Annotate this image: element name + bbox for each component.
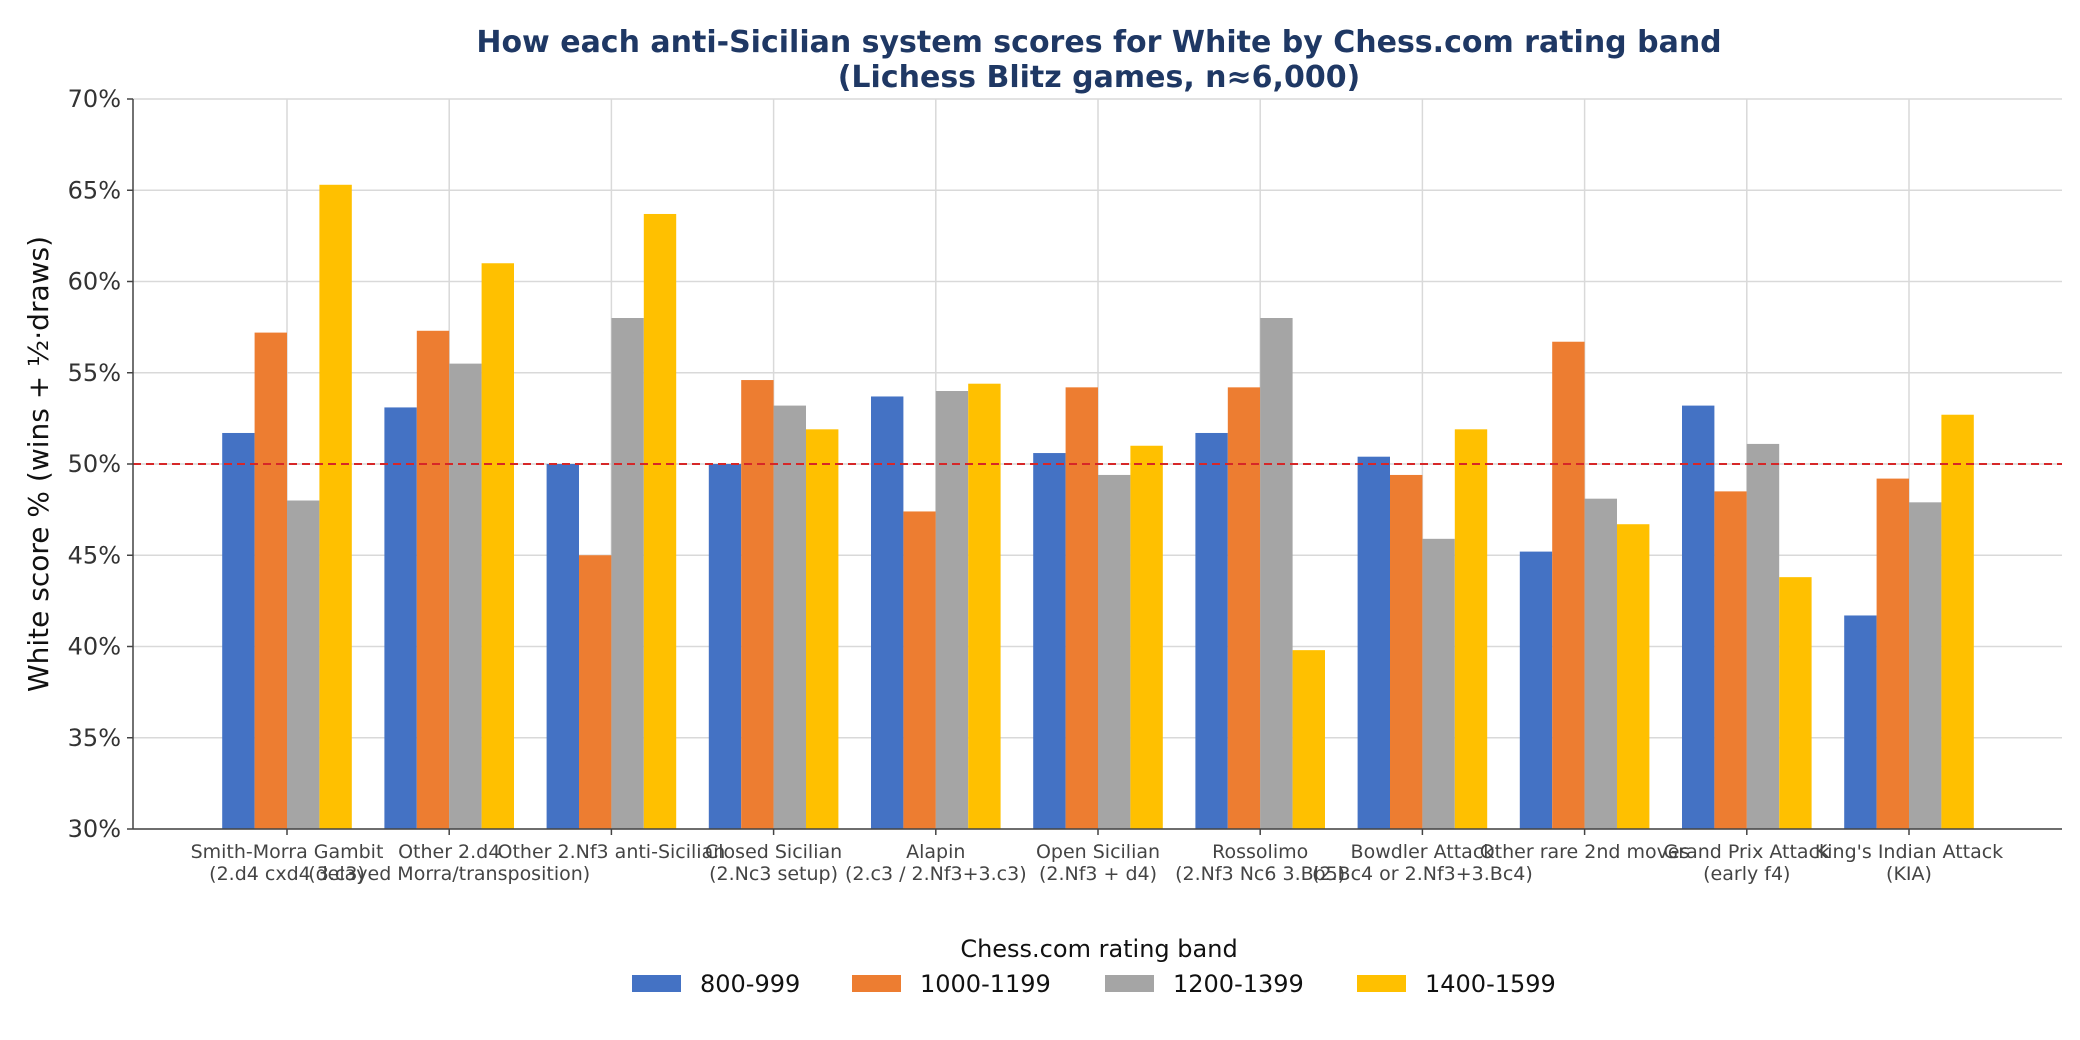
bar-series-1-cat-8 <box>1552 341 1585 829</box>
bar-series-0-cat-3 <box>708 464 742 829</box>
y-tick-label-1: 35% <box>68 724 121 752</box>
bar-series-0-cat-8 <box>1519 551 1553 829</box>
bar-series-2-cat-2 <box>611 318 644 829</box>
legend-label-3: 1400-1599 <box>1425 970 1556 998</box>
x-tick-label-10-line-0: King's Indian Attack <box>1815 841 2003 863</box>
bar-series-0-cat-9 <box>1682 405 1715 829</box>
x-tick-label-5-line-1: (2.Nf3 + d4) <box>1039 863 1157 885</box>
bar-series-1-cat-1 <box>416 330 450 829</box>
x-tick-label-9-line-0: Grand Prix Attack <box>1664 841 1830 863</box>
y-tick-label-3: 45% <box>68 541 121 569</box>
bar-series-0-cat-7 <box>1357 456 1390 829</box>
legend-swatch-2 <box>1105 975 1154 992</box>
x-tick-label-7-line-1: (2.Bc4 or 2.Nf3+3.Bc4) <box>1312 863 1533 885</box>
bar-series-1-cat-3 <box>741 380 774 829</box>
bar-series-2-cat-10 <box>1909 502 1942 829</box>
x-tick-label-3-line-1: (2.Nc3 setup) <box>709 863 838 885</box>
bar-series-2-cat-4 <box>935 391 969 829</box>
x-tick-label-8-line-0: Other rare 2nd moves <box>1480 841 1690 863</box>
y-tick-labels: 30% 35% 40% 45% 50% 55% 60% 65% 70% <box>68 85 133 843</box>
legend-label-2: 1200-1399 <box>1173 970 1304 998</box>
bar-series-3-cat-4 <box>968 383 1001 829</box>
x-tick-label-0-line-0: Smith-Morra Gambit <box>191 841 384 863</box>
bars <box>222 184 1974 830</box>
legend-label-1: 1000-1199 <box>920 970 1051 998</box>
bar-series-2-cat-8 <box>1584 498 1617 829</box>
bar-series-1-cat-6 <box>1227 387 1261 829</box>
bar-series-2-cat-9 <box>1746 443 1780 829</box>
bar-series-3-cat-1 <box>481 263 514 829</box>
bar-series-0-cat-6 <box>1195 432 1228 829</box>
legend: 800-999 1000-1199 1200-1399 1400-1599 <box>632 970 1556 998</box>
bar-series-1-cat-5 <box>1065 387 1098 829</box>
x-tick-label-4-line-0: Alapin <box>906 841 965 863</box>
bar-series-2-cat-1 <box>449 363 482 829</box>
chart-title-line-2: (Lichess Blitz games, n≈6,000) <box>838 60 1361 95</box>
bar-series-3-cat-9 <box>1779 577 1812 829</box>
x-tick-label-1-line-1: (delayed Morra/transposition) <box>308 863 590 885</box>
x-tick-label-7-line-0: Bowdler Attack <box>1351 841 1495 863</box>
bar-series-1-cat-7 <box>1390 474 1423 829</box>
bar-series-0-cat-5 <box>1033 453 1066 829</box>
bar-series-2-cat-3 <box>773 405 806 829</box>
bar-series-1-cat-0 <box>254 332 287 829</box>
bar-series-3-cat-7 <box>1454 429 1488 829</box>
bar-series-0-cat-4 <box>871 396 904 829</box>
bar-series-0-cat-2 <box>546 464 579 829</box>
bar-series-2-cat-7 <box>1422 538 1455 829</box>
x-tick-label-2-line-0: Other 2.Nf3 anti-Sicilian <box>498 841 726 863</box>
bar-series-2-cat-6 <box>1260 318 1293 829</box>
bar-series-0-cat-0 <box>222 432 255 829</box>
bar-series-1-cat-4 <box>903 511 936 829</box>
bar-series-1-cat-10 <box>1876 478 1909 829</box>
legend-label-0: 800-999 <box>700 970 800 998</box>
x-tick-labels: Smith-Morra Gambit(2.d4 cxd4 3.c3) Other … <box>191 829 2003 885</box>
bar-series-3-cat-10 <box>1941 414 1974 829</box>
y-tick-label-5: 55% <box>68 359 121 387</box>
x-tick-label-4-line-1: (2.c3 / 2.Nf3+3.c3) <box>845 863 1027 885</box>
x-tick-label-1-line-0: Other 2.d4 <box>398 841 500 863</box>
y-tick-label-4: 50% <box>68 450 121 478</box>
x-tick-label-5-line-0: Open Sicilian <box>1036 841 1160 863</box>
chart-title-line-1: How each anti-Sicilian system scores for… <box>476 25 1721 60</box>
bar-series-3-cat-6 <box>1292 650 1325 829</box>
bar-series-1-cat-9 <box>1714 491 1747 829</box>
y-tick-label-8: 70% <box>68 85 121 113</box>
x-tick-label-9-line-1: (early f4) <box>1703 863 1790 885</box>
y-tick-label-6: 60% <box>68 268 121 296</box>
x-tick-label-10-line-1: (KIA) <box>1886 863 1932 885</box>
y-axis-label: White score % (wins + ½·draws) <box>22 236 55 692</box>
bar-series-3-cat-8 <box>1617 524 1650 829</box>
legend-swatch-1 <box>852 975 901 992</box>
y-tick-label-2: 40% <box>68 633 121 661</box>
bar-series-1-cat-2 <box>579 555 612 829</box>
bar-series-3-cat-2 <box>643 213 677 830</box>
x-tick-label-0-line-1: (2.d4 cxd4 3.c3) <box>209 863 365 885</box>
legend-swatch-3 <box>1357 975 1406 992</box>
bar-series-2-cat-0 <box>287 500 320 829</box>
bar-series-3-cat-0 <box>319 184 352 829</box>
x-tick-label-6-line-0: Rossolimo <box>1212 841 1308 863</box>
x-tick-label-3-line-0: Closed Sicilian <box>705 841 842 863</box>
bar-series-0-cat-10 <box>1844 615 1877 829</box>
bar-series-3-cat-5 <box>1130 445 1163 829</box>
bar-series-0-cat-1 <box>384 407 417 829</box>
legend-swatch-0 <box>632 975 681 992</box>
bar-series-2-cat-5 <box>1098 474 1131 829</box>
y-tick-label-7: 65% <box>68 176 121 204</box>
y-tick-label-0: 30% <box>68 815 121 843</box>
x-tick-label-6-line-1: (2.Nf3 Nc6 3.Bb5) <box>1175 863 1345 885</box>
legend-title: Chess.com rating band <box>960 935 1237 963</box>
bar-series-3-cat-3 <box>806 429 839 829</box>
